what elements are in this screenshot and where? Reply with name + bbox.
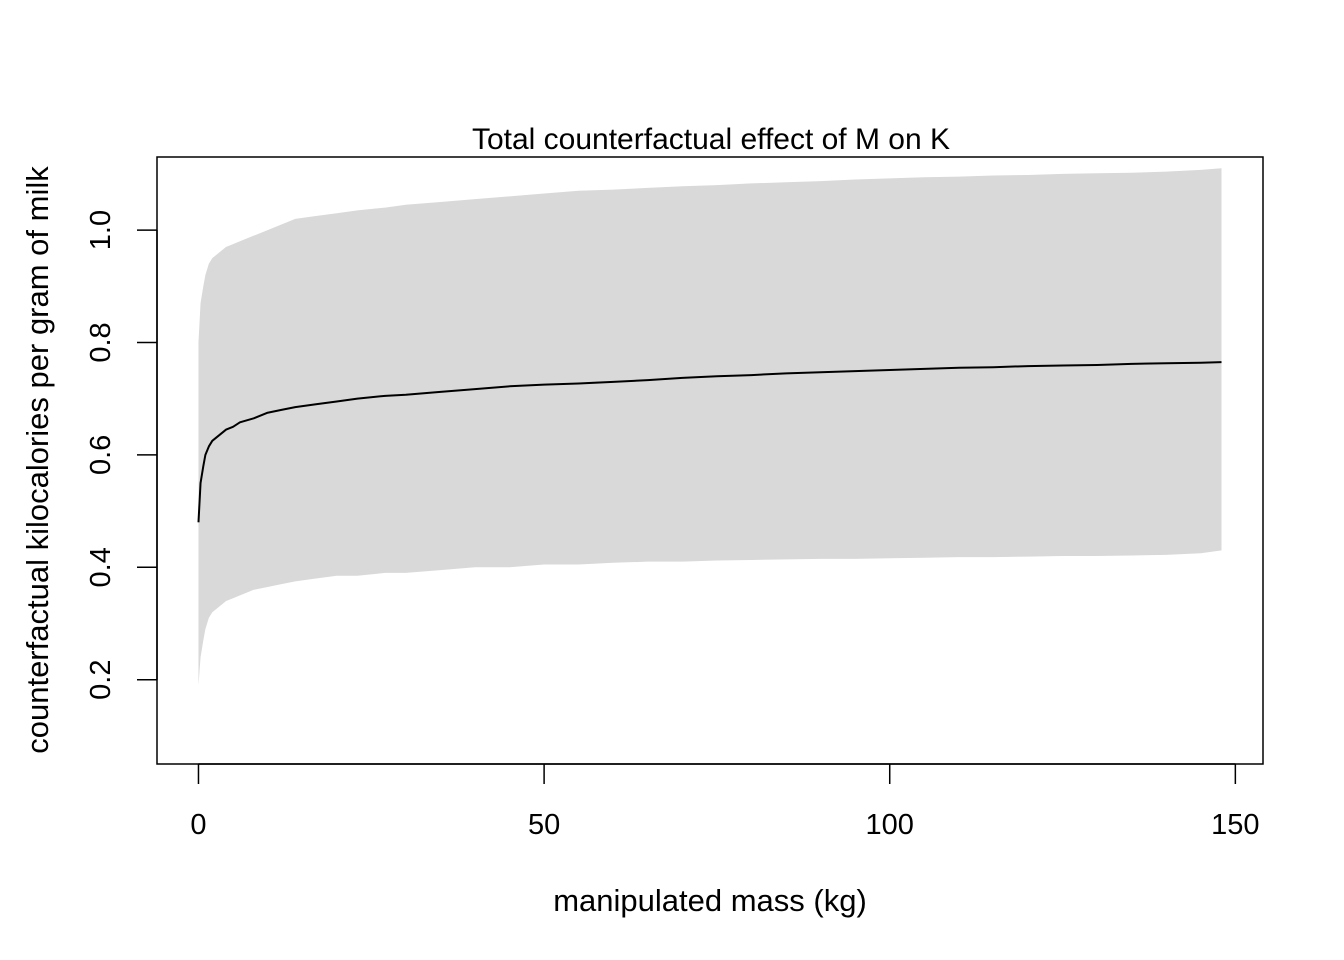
y-axis-title: counterfactual kilocalories per gram of … xyxy=(20,166,55,754)
y-tick-label: 0.2 xyxy=(85,660,117,700)
x-tick-label: 100 xyxy=(866,809,914,841)
interval-band xyxy=(198,168,1222,686)
y-tick-label: 0.8 xyxy=(85,322,117,362)
mean-line xyxy=(197,361,1222,523)
x-tick-label: 150 xyxy=(1211,809,1259,841)
y-tick-label: 1.0 xyxy=(85,210,117,250)
x-tick-label: 50 xyxy=(528,809,560,841)
chart-title: Total counterfactual effect of M on K xyxy=(472,123,950,156)
plot-area xyxy=(197,168,1222,686)
x-tick-label: 0 xyxy=(190,809,206,841)
y-axis: 0.2 0.4 0.6 0.8 1.0 xyxy=(85,210,158,700)
y-tick-label: 0.6 xyxy=(85,435,117,475)
x-axis-title: manipulated mass (kg) xyxy=(553,883,867,918)
y-tick-label: 0.4 xyxy=(85,547,117,587)
x-axis: 0 50 100 150 xyxy=(190,763,1260,841)
